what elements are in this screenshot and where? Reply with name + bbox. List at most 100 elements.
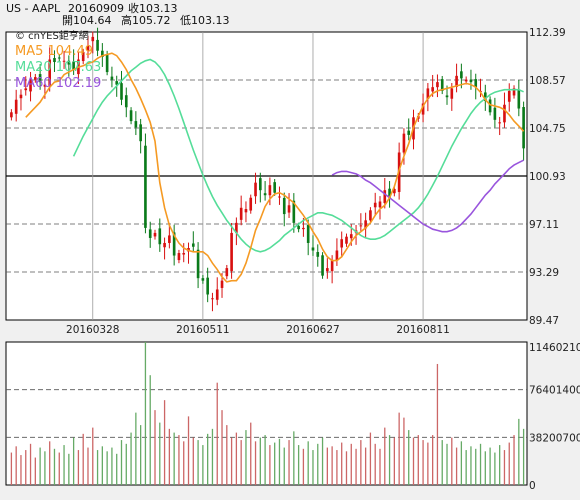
- candle-body: [10, 112, 13, 118]
- volume-tick-label: 76401400: [529, 385, 580, 397]
- candle-body: [507, 90, 511, 102]
- candle-body: [134, 121, 138, 128]
- candle-body: [268, 185, 272, 196]
- volume-axis: 114602100 76401400 38200700 0: [529, 342, 580, 492]
- candle-body: [220, 280, 224, 288]
- candle-body: [326, 268, 329, 272]
- candle-body: [43, 84, 47, 87]
- price-tick-label: 97.11: [529, 219, 559, 231]
- candle-body: [378, 201, 382, 208]
- price-marks: [10, 27, 525, 312]
- candle-body: [464, 79, 468, 82]
- candle-body: [445, 95, 449, 98]
- candle-body: [522, 107, 525, 149]
- candle-body: [373, 202, 377, 208]
- candle-body: [345, 236, 348, 244]
- volume-tick-label: 38200700: [529, 432, 580, 444]
- candle-body: [254, 182, 257, 197]
- candle-body: [163, 242, 166, 248]
- candle-body: [110, 76, 114, 80]
- candle-body: [53, 58, 56, 63]
- candle-body: [148, 229, 152, 238]
- price-tick-label: 104.75: [529, 123, 566, 135]
- candle-body: [201, 278, 205, 281]
- candle-body: [105, 53, 109, 73]
- candle-body: [86, 45, 90, 51]
- ma20-line: [72, 58, 524, 253]
- candle-body: [488, 99, 492, 113]
- candle-body: [349, 234, 353, 239]
- volume-grid: [6, 389, 527, 438]
- candle-body: [120, 83, 123, 100]
- candle-body: [282, 197, 286, 215]
- candle-body: [182, 253, 186, 255]
- candle-body: [340, 239, 344, 248]
- candle-body: [460, 71, 463, 79]
- candle-body: [24, 88, 28, 91]
- candle-body: [211, 298, 214, 300]
- candle-body: [38, 74, 42, 83]
- low-label: 低103.13: [180, 14, 230, 27]
- candle-body: [139, 124, 142, 142]
- candle-body: [321, 255, 324, 276]
- candle-body: [440, 79, 444, 91]
- candle-body: [388, 188, 391, 198]
- candle-body: [335, 250, 339, 261]
- candle-body: [62, 60, 66, 62]
- candle-body: [101, 50, 104, 58]
- candle-body: [67, 60, 71, 65]
- legend-ma20: MA20 107.63: [15, 60, 101, 75]
- candle-body: [215, 289, 219, 300]
- candle-body: [124, 95, 128, 108]
- candle-body: [469, 79, 473, 83]
- ma5-line: [25, 52, 525, 283]
- candle-body: [393, 188, 396, 194]
- price-tick-label: 89.47: [529, 315, 559, 327]
- candle-body: [115, 81, 119, 85]
- volume-bars: [10, 342, 525, 485]
- date-tick-label: 20160511: [176, 324, 229, 336]
- candle-body: [29, 79, 32, 92]
- candle-body: [455, 75, 458, 87]
- symbol-label: US - AAPL: [6, 2, 61, 15]
- candle-body: [259, 178, 262, 191]
- candle-body: [273, 182, 276, 193]
- legend-ma60: MA60 102.19: [15, 76, 101, 91]
- candle-body: [235, 222, 238, 233]
- price-tick-label: 100.93: [529, 171, 566, 183]
- candle-body: [359, 225, 363, 227]
- ma60-line: [331, 159, 524, 233]
- candle-body: [249, 197, 253, 211]
- date-tick-label: 20160627: [286, 324, 339, 336]
- candle-body: [225, 268, 229, 277]
- candle-body: [297, 225, 300, 230]
- candle-body: [191, 243, 195, 247]
- open-label: 開104.64: [62, 14, 112, 27]
- candle-body: [19, 94, 23, 99]
- candle-body: [96, 39, 99, 51]
- candle-body: [364, 220, 367, 229]
- date-tick-label: 20160328: [66, 324, 119, 336]
- candle-body: [72, 61, 75, 70]
- candle-body: [383, 190, 387, 204]
- date-label: 20160909: [68, 2, 124, 15]
- candle-body: [144, 145, 147, 228]
- candle-body: [512, 88, 516, 96]
- candle-body: [168, 235, 171, 243]
- candle-body: [172, 232, 176, 256]
- candle-body: [431, 87, 434, 92]
- price-tick-label: 108.57: [529, 75, 566, 87]
- candle-body: [369, 210, 372, 221]
- candle-body: [206, 277, 209, 295]
- candle-body: [421, 103, 425, 115]
- price-tick-label: 112.39: [529, 27, 566, 39]
- price-axis: 112.39 108.57 104.75 100.93 97.11 93.29 89.47: [529, 27, 566, 327]
- candle-body: [302, 227, 305, 230]
- volume-tick-label: 0: [529, 480, 536, 492]
- candle-body: [34, 77, 37, 80]
- candle-body: [517, 89, 521, 109]
- close-label: 收103.13: [128, 1, 178, 15]
- candle-body: [436, 82, 439, 88]
- candle-body: [177, 253, 181, 261]
